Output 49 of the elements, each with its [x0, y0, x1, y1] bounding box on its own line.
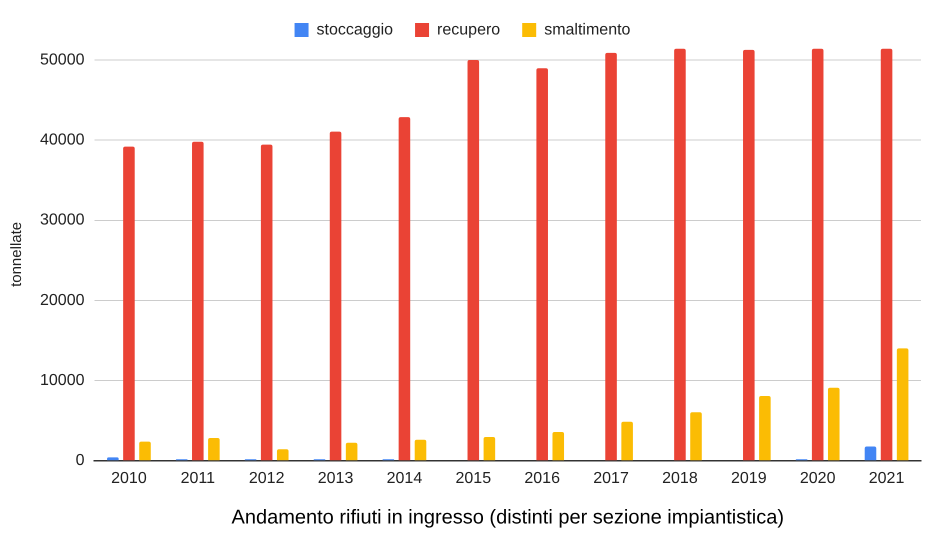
bar [896, 348, 908, 460]
bar [139, 442, 151, 460]
legend-label: recupero [437, 21, 500, 38]
x-tick-label: 2021 [868, 470, 904, 487]
x-tick-label: 2018 [662, 470, 698, 487]
bar [276, 449, 289, 460]
bar [864, 446, 876, 460]
x-tick-label: 2013 [318, 470, 354, 487]
bar [398, 117, 410, 460]
bar [123, 146, 135, 460]
x-tick-label: 2014 [386, 470, 422, 487]
x-tick-label: 2016 [524, 470, 560, 487]
bar [414, 440, 426, 460]
bar [260, 144, 272, 460]
x-tick-label: 2012 [248, 470, 285, 487]
x-tick-label: 2020 [800, 470, 836, 487]
y-tick-label: 20000 [40, 292, 85, 309]
bar [812, 48, 824, 460]
bar [552, 432, 564, 460]
x-tick-label: 2011 [180, 470, 216, 487]
y-tick-label: 10000 [40, 372, 85, 390]
y-tick-label: 0 [76, 452, 85, 470]
bar [828, 388, 840, 460]
bar [107, 457, 119, 460]
x-tick-label: 2017 [593, 470, 629, 487]
bar [536, 68, 548, 460]
x-tick-label: 2019 [731, 470, 767, 487]
bar [743, 50, 755, 460]
bar [621, 422, 633, 460]
bar [484, 436, 496, 460]
y-tick-label: 30000 [40, 212, 85, 229]
bar [208, 438, 220, 460]
legend-label: stoccaggio [316, 21, 394, 38]
y-tick-label: 40000 [40, 132, 85, 149]
x-tick-label: 2015 [456, 470, 492, 487]
bar [468, 60, 480, 460]
bar [759, 396, 771, 460]
x-tick-label: 2010 [111, 470, 147, 487]
bar [880, 48, 892, 460]
legend-label: smaltimento [544, 21, 631, 38]
y-tick-label: 50000 [40, 51, 85, 68]
bar [674, 48, 686, 460]
bar [330, 132, 342, 460]
bar [192, 142, 204, 460]
bar [605, 52, 617, 460]
y-axis-title: tonnellate [8, 222, 26, 287]
bar [690, 412, 702, 460]
bar [346, 442, 358, 460]
x-axis-title: Andamento rifiuti in ingresso (distinti per sezione impiantistica) [232, 506, 784, 529]
